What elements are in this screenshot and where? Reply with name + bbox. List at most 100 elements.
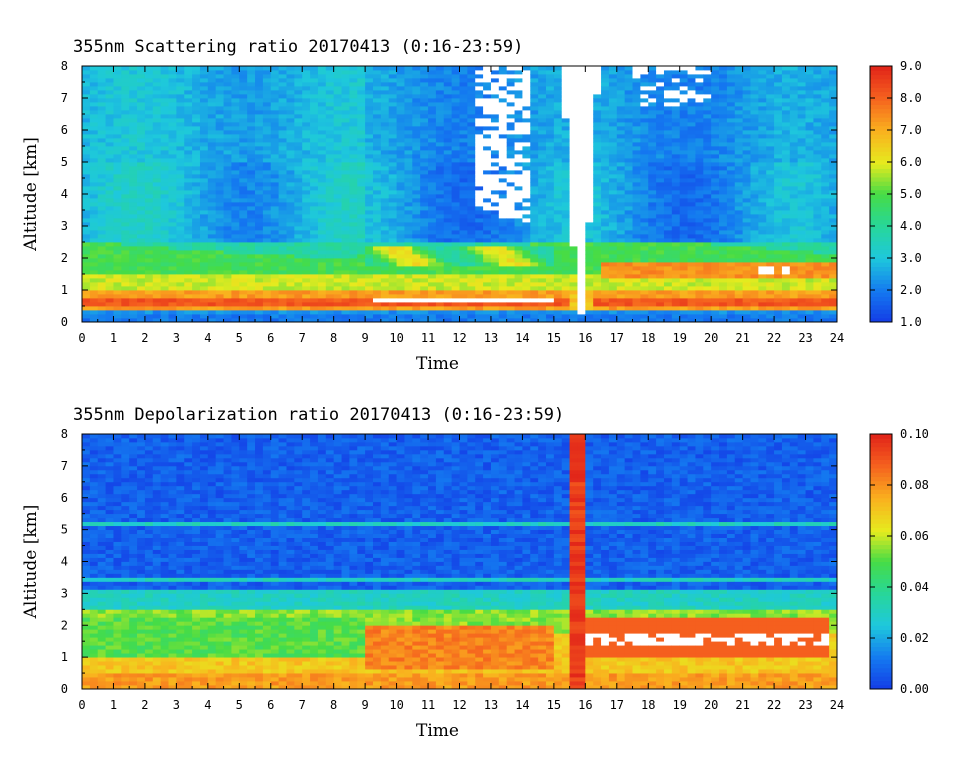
heatmap-cell <box>129 274 138 279</box>
heatmap-cell <box>608 310 618 315</box>
heatmap-cell <box>278 190 287 195</box>
heatmap-cell <box>428 278 437 283</box>
heatmap-cell <box>215 286 224 291</box>
heatmap-cell <box>184 294 193 299</box>
heatmap-cell <box>341 206 350 211</box>
heatmap-cell <box>137 158 146 163</box>
heatmap-cell <box>404 146 413 151</box>
heatmap-cell <box>160 310 169 315</box>
heatmap-cell <box>443 226 453 231</box>
heatmap-cell <box>215 230 224 235</box>
heatmap-cell <box>624 282 633 287</box>
heatmap-cell <box>380 270 390 275</box>
heatmap-cell <box>223 278 232 283</box>
heatmap-cell <box>467 206 476 211</box>
heatmap-cell <box>663 154 673 159</box>
heatmap-cell <box>608 258 618 263</box>
heatmap-cell <box>89 94 99 99</box>
heatmap-cell <box>648 106 657 111</box>
heatmap-cell <box>310 118 319 123</box>
heatmap-cell <box>428 118 437 123</box>
heatmap-cell <box>538 258 547 263</box>
heatmap-cell <box>176 218 185 223</box>
heatmap-cell <box>663 158 673 163</box>
heatmap-cell <box>302 94 311 99</box>
heatmap-cell <box>522 266 531 271</box>
heatmap-cell <box>231 286 240 291</box>
heatmap-cell <box>412 82 421 87</box>
heatmap-cell <box>349 86 358 91</box>
heatmap-cell <box>160 82 169 87</box>
heatmap-cell <box>310 306 319 311</box>
heatmap-cell <box>396 222 405 227</box>
heatmap-cell <box>207 174 217 179</box>
heatmap-cell <box>82 142 91 147</box>
heatmap-cell <box>192 226 201 231</box>
heatmap-cell <box>207 98 217 103</box>
heatmap-cell <box>310 106 319 111</box>
heatmap-cell <box>585 294 594 299</box>
heatmap-cell <box>231 202 240 207</box>
heatmap-cell <box>176 282 185 287</box>
heatmap-cell <box>357 114 366 119</box>
heatmap-cell <box>656 310 665 315</box>
heatmap-cell <box>207 114 217 119</box>
heatmap-cell <box>231 278 240 283</box>
heatmap-cell <box>656 318 665 323</box>
heatmap-cell <box>396 306 405 311</box>
heatmap-cell <box>687 242 696 247</box>
heatmap-cell <box>451 166 460 171</box>
heatmap-cell <box>160 202 169 207</box>
heatmap-cell <box>435 146 445 151</box>
heatmap-cell <box>262 154 272 159</box>
heatmap-cell <box>97 142 106 147</box>
heatmap-cell <box>380 74 390 79</box>
heatmap-cell <box>223 178 232 183</box>
heatmap-cell <box>199 150 209 155</box>
heatmap-cell <box>514 74 523 79</box>
heatmap-cell <box>585 210 594 215</box>
heatmap-cell <box>372 274 382 279</box>
heatmap-cell <box>420 282 429 287</box>
heatmap-cell <box>255 214 264 219</box>
heatmap-cell <box>160 206 169 211</box>
heatmap-cell <box>663 170 673 175</box>
heatmap-cell <box>679 214 688 219</box>
heatmap-cell <box>443 202 453 207</box>
heatmap-cell <box>412 318 421 323</box>
heatmap-cell <box>357 94 366 99</box>
heatmap-cell <box>113 110 122 115</box>
heatmap-cell <box>113 186 122 191</box>
heatmap-cell <box>262 246 272 251</box>
heatmap-cell <box>286 118 295 123</box>
heatmap-cell <box>105 250 114 255</box>
heatmap-cell <box>522 86 531 91</box>
heatmap-cell <box>89 230 99 235</box>
heatmap-cell <box>412 170 421 175</box>
heatmap-cell <box>616 202 626 207</box>
heatmap-cell <box>310 278 319 283</box>
heatmap-cell <box>247 230 256 235</box>
heatmap-cell <box>357 242 366 247</box>
heatmap-cell <box>137 126 146 131</box>
heatmap-cell <box>192 66 201 71</box>
heatmap-cell <box>105 298 114 303</box>
heatmap-cell <box>530 226 539 231</box>
heatmap-cell <box>349 294 358 299</box>
heatmap-cell <box>302 130 311 135</box>
heatmap-cell <box>372 166 382 171</box>
heatmap-cell <box>168 230 177 235</box>
heatmap-cell <box>97 218 106 223</box>
heatmap-cell <box>671 310 681 315</box>
heatmap-cell <box>624 66 633 71</box>
heatmap-cell <box>663 254 673 259</box>
heatmap-cell <box>475 282 484 287</box>
heatmap-cell <box>443 106 453 111</box>
heatmap-cell <box>459 166 468 171</box>
heatmap-cell <box>624 126 633 131</box>
heatmap-cell <box>113 122 122 127</box>
heatmap-cell <box>160 318 169 323</box>
heatmap-cell <box>624 270 633 275</box>
heatmap-cell <box>372 110 382 115</box>
heatmap-cell <box>231 246 240 251</box>
